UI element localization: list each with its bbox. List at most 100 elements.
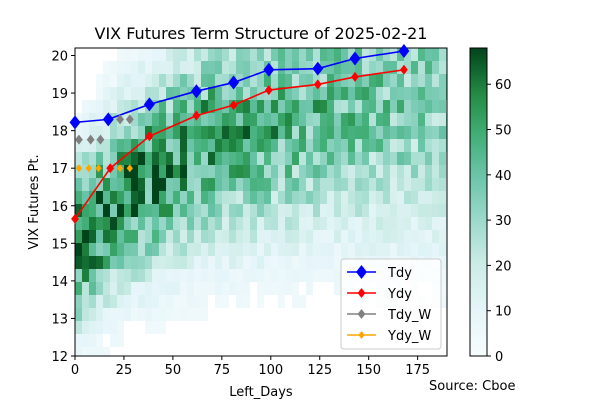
heatmap-cell — [348, 74, 355, 87]
heatmap-cell — [152, 87, 159, 100]
heatmap-cell — [103, 282, 110, 295]
heatmap-cell — [159, 100, 166, 113]
heatmap-cell — [124, 126, 131, 139]
heatmap-cell — [75, 295, 82, 308]
heatmap-cell — [215, 48, 222, 61]
heatmap-cell — [208, 113, 215, 126]
heatmap-cell — [348, 113, 355, 126]
heatmap-cell — [215, 217, 222, 230]
heatmap-cell — [397, 165, 404, 178]
heatmap-cell — [383, 126, 390, 139]
heatmap-cell — [390, 191, 397, 204]
heatmap-cell — [103, 347, 110, 356]
heatmap-cell — [376, 165, 383, 178]
heatmap-cell — [327, 178, 334, 191]
heatmap-cell — [222, 87, 229, 100]
heatmap-cell — [320, 126, 327, 139]
heatmap-cell — [257, 165, 264, 178]
data-point — [398, 44, 410, 59]
heatmap-cell — [376, 217, 383, 230]
heatmap-cell — [152, 308, 159, 321]
heatmap-cell — [222, 165, 229, 178]
heatmap-cell — [180, 282, 187, 295]
heatmap-cell — [334, 87, 341, 100]
heatmap-cell — [327, 191, 334, 204]
heatmap-cell — [369, 61, 376, 74]
heatmap-cell — [432, 204, 439, 217]
heatmap-cell — [376, 230, 383, 243]
heatmap-cell — [334, 230, 341, 243]
heatmap-cell — [418, 74, 425, 87]
heatmap-cell — [194, 152, 201, 165]
heatmap-cell — [341, 87, 348, 100]
heatmap-cell — [124, 165, 131, 178]
data-point — [86, 134, 95, 145]
heatmap-cell — [299, 295, 306, 308]
heatmap-cell — [201, 100, 208, 113]
legend-swatch-marker — [357, 288, 366, 298]
heatmap-cell — [362, 87, 369, 100]
data-point — [264, 85, 273, 96]
heatmap-cell — [418, 243, 425, 256]
heatmap-cell — [187, 100, 194, 113]
heatmap-cell — [173, 230, 180, 243]
heatmap-cell — [404, 139, 411, 152]
heatmap-cell — [180, 256, 187, 269]
heatmap-cell — [180, 152, 187, 165]
heatmap-cell — [145, 113, 152, 126]
heatmap-cell — [96, 230, 103, 243]
heatmap-cell — [320, 87, 327, 100]
heatmap-cell — [159, 74, 166, 87]
heatmap-cell — [124, 74, 131, 87]
heatmap-cell — [208, 217, 215, 230]
heatmap-cell — [187, 113, 194, 126]
heatmap-cell — [96, 334, 103, 347]
heatmap-cell — [278, 165, 285, 178]
heatmap-cell — [390, 61, 397, 74]
heatmap-cell — [96, 152, 103, 165]
heatmap-cell — [82, 243, 89, 256]
heatmap-cell — [383, 204, 390, 217]
heatmap-cell — [131, 48, 138, 61]
x-tick-label: 100 — [258, 363, 283, 378]
heatmap-cell — [334, 243, 341, 256]
heatmap-cell — [180, 100, 187, 113]
heatmap-cell — [138, 74, 145, 87]
heatmap-cell — [292, 139, 299, 152]
heatmap-cell — [201, 74, 208, 87]
heatmap-cell — [208, 243, 215, 256]
y-tick-label: 16 — [51, 200, 68, 215]
heatmap-cell — [236, 165, 243, 178]
heatmap-cell — [96, 74, 103, 87]
heatmap-cell — [173, 295, 180, 308]
data-point — [116, 114, 124, 125]
heatmap-cell — [264, 100, 271, 113]
heatmap-cell — [243, 191, 250, 204]
heatmap-cell — [75, 334, 82, 347]
heatmap-cell — [327, 269, 334, 282]
heatmap-cell — [292, 230, 299, 243]
heatmap-cell — [271, 243, 278, 256]
heatmap-cell — [341, 178, 348, 191]
heatmap-cell — [103, 191, 110, 204]
heatmap-cell — [152, 61, 159, 74]
heatmap-cell — [173, 139, 180, 152]
heatmap-cell — [180, 87, 187, 100]
heatmap-cell — [110, 152, 117, 165]
heatmap-cell — [306, 87, 313, 100]
heatmap-cell — [180, 48, 187, 61]
heatmap-cell — [404, 230, 411, 243]
heatmap-cell — [369, 191, 376, 204]
heatmap-cell — [131, 113, 138, 126]
heatmap-cell — [257, 61, 264, 74]
heatmap-cell — [299, 152, 306, 165]
heatmap-cell — [117, 87, 124, 100]
heatmap-cell — [313, 243, 320, 256]
heatmap-cell — [138, 243, 145, 256]
heatmap-cell — [82, 295, 89, 308]
heatmap-cell — [411, 48, 418, 61]
heatmap-cell — [411, 230, 418, 243]
heatmap-cell — [187, 48, 194, 61]
heatmap-cell — [173, 126, 180, 139]
heatmap-cell — [166, 308, 173, 321]
